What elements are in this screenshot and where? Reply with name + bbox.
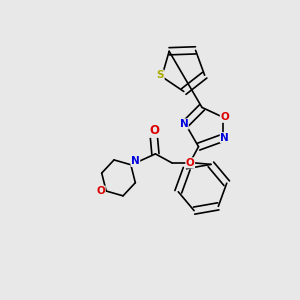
- Text: N: N: [131, 156, 140, 167]
- Text: O: O: [220, 112, 229, 122]
- Text: N: N: [220, 133, 229, 143]
- Text: O: O: [186, 158, 195, 168]
- Text: O: O: [149, 124, 159, 137]
- Text: S: S: [157, 70, 164, 80]
- Text: N: N: [179, 119, 188, 129]
- Text: O: O: [96, 186, 105, 196]
